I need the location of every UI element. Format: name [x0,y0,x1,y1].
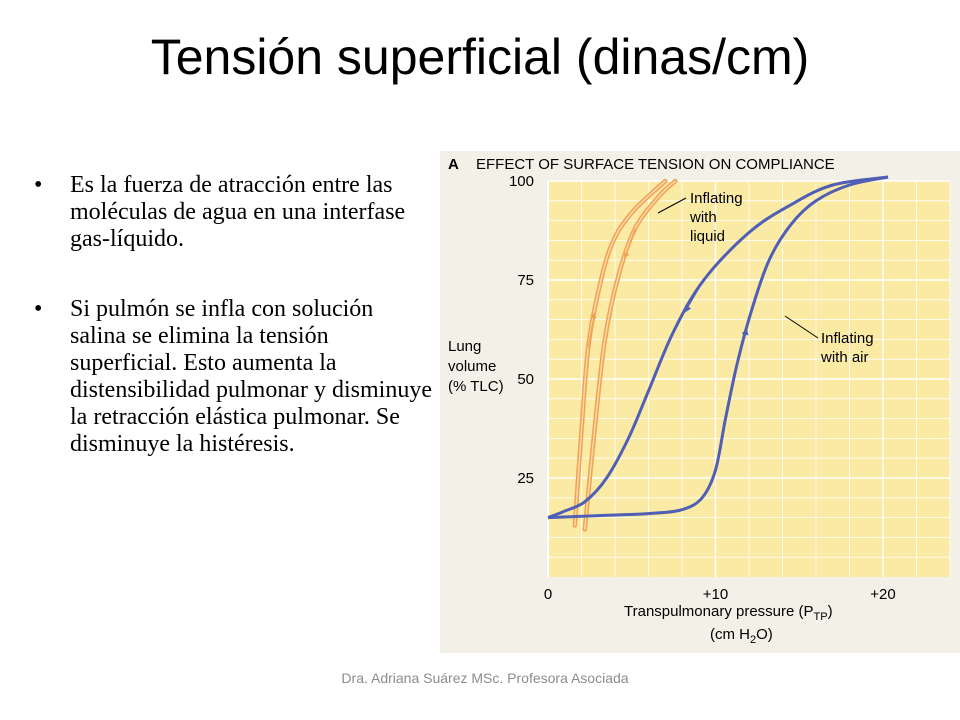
series-label-liquid-line: liquid [690,228,725,245]
grid [548,180,951,577]
y-axis-label-line: (% TLC) [448,378,504,395]
x-tick-label: +10 [703,586,728,603]
tick-labels: 25 50 75 100 0 +10 +20 [509,173,896,603]
liquid-inflation-arrow [587,312,597,348]
y-axis-label-line: Lung [448,338,481,355]
air-label-pointer [784,315,819,339]
x-axis-units-close: O) [756,626,773,643]
x-axis-units-text: (cm H [710,626,750,643]
liquid-curve-highlight [584,180,677,531]
series-label-liquid-line: with [689,209,717,226]
series-label-air-line: Inflating [821,330,874,347]
x-axis-label-close: ) [828,603,833,620]
slide-title: Tensión superficial (dinas/cm) [150,29,810,85]
x-axis-label-text: Transpulmonary pressure (P [624,603,814,620]
bullet-item: Es la fuerza de atracción entre las molé… [30,172,435,253]
x-axis-units-subscript: 2 [750,634,756,646]
x-axis-label: Transpulmonary pressure (PTP) [624,603,833,623]
slide-footer: Dra. Adriana Suárez MSc. Profesora Asoci… [341,670,629,686]
liquid-curve-highlight [574,180,667,527]
series-label-liquid-line: Inflating [690,190,743,207]
x-axis-label-subscript: TP [814,611,828,623]
y-tick-label: 75 [517,272,534,289]
y-axis-label: Lung volume (% TLC) [448,338,504,395]
air-inflation-curve [547,175,889,520]
bullet-list: Es la fuerza de atracción entre las molé… [30,172,435,501]
y-tick-label: 100 [509,173,534,190]
compliance-figure: A EFFECT OF SURFACE TENSION ON COMPLIANC… [440,151,960,653]
liquid-label-pointer [657,197,687,214]
series-label-air: Inflating with air [820,330,878,366]
y-tick-label: 50 [517,371,534,388]
y-axis-label-line: volume [448,358,496,375]
bullet-item: Si pulmón se infla con solución salina s… [30,296,435,458]
series-label-liquid: Inflating with liquid [689,190,747,245]
air-deflation-curve [547,175,889,519]
y-tick-label: 25 [517,470,534,487]
chart-title: EFFECT OF SURFACE TENSION ON COMPLIANCE [476,156,835,173]
air-inflation-arrow [736,327,749,364]
x-tick-label: 0 [544,586,552,603]
liquid-deflation-arrow [623,228,636,259]
air-deflation-arrow [684,279,705,313]
series-label-air-line: with air [820,349,869,366]
curves [547,175,889,532]
panel-letter: A [448,156,459,173]
x-tick-label: +20 [870,586,895,603]
x-axis-units: (cm H2O) [710,626,773,646]
